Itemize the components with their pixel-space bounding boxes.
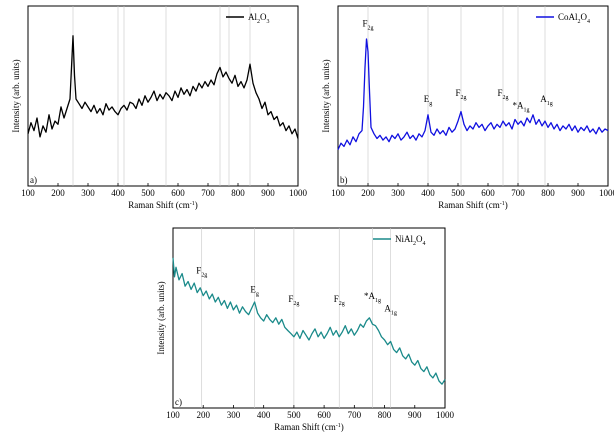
peak-label: F2g [497,88,508,101]
peak-label: *A1g [513,100,530,113]
peak-label: A1g [384,304,397,317]
x-tick-label: 800 [541,188,555,198]
peak-label: Eg [424,94,433,107]
peak-label: F2g [455,88,466,101]
peak-label: A1g [540,94,553,107]
plot-frame [172,227,446,409]
x-tick-label: 900 [408,410,422,420]
peak-label: F2g [362,18,373,31]
x-tick-label: 100 [331,188,345,198]
x-tick-label: 600 [317,410,331,420]
panel-tag: a) [30,175,37,185]
x-axis-title: Raman Shift (cm-1) [438,200,508,210]
x-axis-title: Raman Shift (cm-1) [128,200,198,210]
panel-tag: b) [340,175,348,185]
y-axis-title: Intensity (arb. units) [321,59,331,132]
series-line [27,35,299,139]
peak-label: F2g [196,266,207,279]
x-tick-label: 700 [511,188,525,198]
x-tick-label: 300 [227,410,241,420]
y-axis-title: Intensity (arb. units) [11,59,21,132]
x-tick-label: 900 [261,188,275,198]
x-tick-label: 1000 [599,188,614,198]
x-tick-label: 200 [196,410,210,420]
x-tick-label: 500 [141,188,155,198]
x-tick-label: 1000 [289,188,308,198]
x-tick-label: 700 [348,410,362,420]
x-tick-label: 400 [111,188,125,198]
chart-panel-1: 100 200 300 400 500 600 700 800 900 1000 Al2O3 a) Ra… [11,5,308,210]
x-tick-label: 900 [571,188,585,198]
x-tick-label: 300 [81,188,95,198]
x-tick-label: 700 [201,188,215,198]
x-tick-label: 1000 [436,410,455,420]
x-tick-label: 800 [378,410,392,420]
peak-label: F2g [288,294,299,307]
x-tick-label: 200 [361,188,375,198]
x-tick-label: 100 [166,410,180,420]
x-tick-label: 400 [257,410,271,420]
x-tick-label: 300 [391,188,405,198]
x-tick-label: 600 [481,188,495,198]
legend-label: Al2O3 [248,12,270,25]
peak-label: F2g [334,294,345,307]
series-line [172,257,446,385]
x-tick-label: 500 [451,188,465,198]
x-tick-label: 400 [421,188,435,198]
x-tick-label: 100 [21,188,35,198]
legend-label: NiAl2O4 [395,234,426,247]
x-tick-label: 200 [51,188,65,198]
y-axis-title: Intensity (arb. units) [156,281,166,354]
peak-label: Eg [250,285,259,298]
legend-label: CoAl2O4 [558,12,590,25]
peak-label: *A1g [364,291,381,304]
series-line [337,38,609,150]
x-tick-label: 800 [231,188,245,198]
x-tick-label: 600 [171,188,185,198]
x-axis-title: Raman Shift (cm-1) [274,422,344,432]
plot-frame [337,5,609,187]
x-tick-label: 500 [287,410,301,420]
panel-tag: c) [175,397,182,407]
chart-panel-2: 100 200 300 400 500 600 700 800 900 1000 F2g Eg F2g F… [321,5,614,210]
chart-panel-3: 100 200 300 400 500 600 700 800 900 1000 F2g Eg F2g F… [156,227,455,432]
